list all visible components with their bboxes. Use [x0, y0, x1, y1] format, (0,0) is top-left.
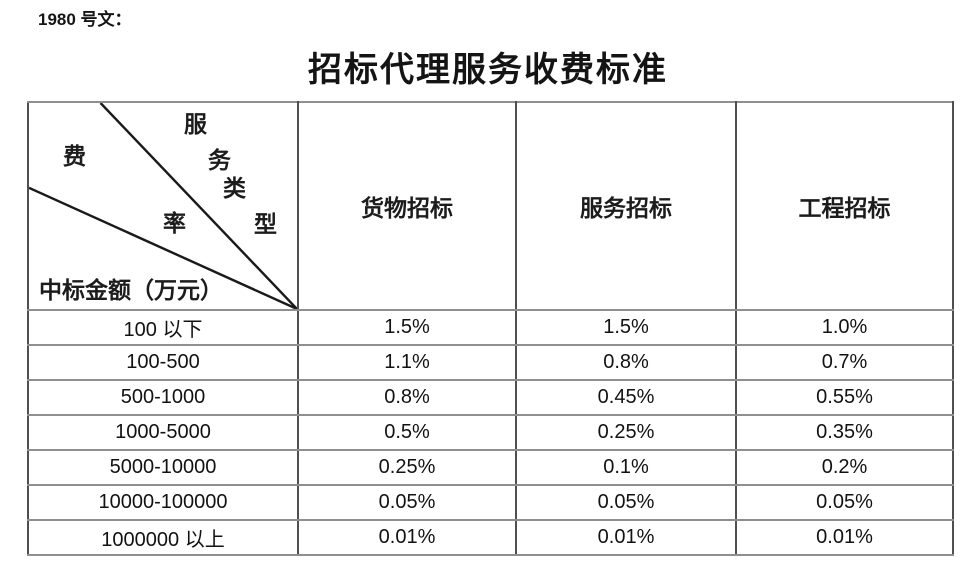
fee-cell: 0.01%	[297, 519, 517, 556]
table-row: 100 以下 1.5% 1.5% 1.0%	[27, 309, 954, 346]
fee-cell: 0.05%	[515, 484, 737, 521]
fee-cell: 0.5%	[297, 414, 517, 451]
fee-cell: 1.5%	[515, 309, 737, 346]
fee-cell: 0.01%	[735, 519, 954, 556]
column-header-engineering: 工程招标	[735, 101, 954, 311]
diagonal-lines	[29, 103, 297, 309]
fee-cell: 0.1%	[515, 449, 737, 486]
table-row: 100-500 1.1% 0.8% 0.7%	[27, 344, 954, 381]
corner-amount-label: 中标金额（万元）	[39, 278, 223, 303]
corner-char-fee-rate: 费	[63, 144, 86, 169]
fee-cell: 1.5%	[297, 309, 517, 346]
amount-range-cell: 500-1000	[27, 379, 299, 416]
fee-cell: 0.05%	[297, 484, 517, 521]
table-header-row: 服 务 类 型 费 率 中标金额（万元） 货物招标 服务招标 工程招标	[27, 101, 954, 311]
table-row: 5000-10000 0.25% 0.1% 0.2%	[27, 449, 954, 486]
fee-cell: 0.55%	[735, 379, 954, 416]
corner-char-fee-rate: 率	[163, 211, 186, 236]
corner-char-service-type: 务	[208, 148, 231, 173]
column-header-goods: 货物招标	[297, 101, 517, 311]
fee-cell: 1.0%	[735, 309, 954, 346]
doc-reference-label: 1980 号文：	[38, 10, 132, 29]
fee-cell: 0.8%	[297, 379, 517, 416]
amount-range-cell: 1000000 以上	[27, 519, 299, 556]
fee-standard-table: 服 务 类 型 费 率 中标金额（万元） 货物招标 服务招标 工程招标 100 …	[27, 101, 954, 556]
page-title: 招标代理服务收费标准	[308, 52, 668, 89]
table-row: 10000-100000 0.05% 0.05% 0.05%	[27, 484, 954, 521]
amount-range-cell: 100 以下	[27, 309, 299, 346]
table-row: 1000-5000 0.5% 0.25% 0.35%	[27, 414, 954, 451]
diagonal-corner-cell: 服 务 类 型 费 率 中标金额（万元）	[27, 101, 299, 311]
amount-range-cell: 1000-5000	[27, 414, 299, 451]
amount-range-cell: 10000-100000	[27, 484, 299, 521]
fee-cell: 0.2%	[735, 449, 954, 486]
column-header-service: 服务招标	[515, 101, 737, 311]
corner-char-service-type: 服	[184, 112, 207, 137]
fee-cell: 0.8%	[515, 344, 737, 381]
fee-cell: 0.45%	[515, 379, 737, 416]
fee-cell: 0.05%	[735, 484, 954, 521]
fee-cell: 0.7%	[735, 344, 954, 381]
fee-cell: 0.35%	[735, 414, 954, 451]
table-row: 500-1000 0.8% 0.45% 0.55%	[27, 379, 954, 416]
fee-cell: 0.25%	[297, 449, 517, 486]
fee-cell: 0.25%	[515, 414, 737, 451]
corner-char-service-type: 型	[254, 212, 277, 237]
fee-cell: 1.1%	[297, 344, 517, 381]
amount-range-cell: 100-500	[27, 344, 299, 381]
corner-char-service-type: 类	[223, 176, 246, 201]
table-row: 1000000 以上 0.01% 0.01% 0.01%	[27, 519, 954, 556]
amount-range-cell: 5000-10000	[27, 449, 299, 486]
fee-cell: 0.01%	[515, 519, 737, 556]
